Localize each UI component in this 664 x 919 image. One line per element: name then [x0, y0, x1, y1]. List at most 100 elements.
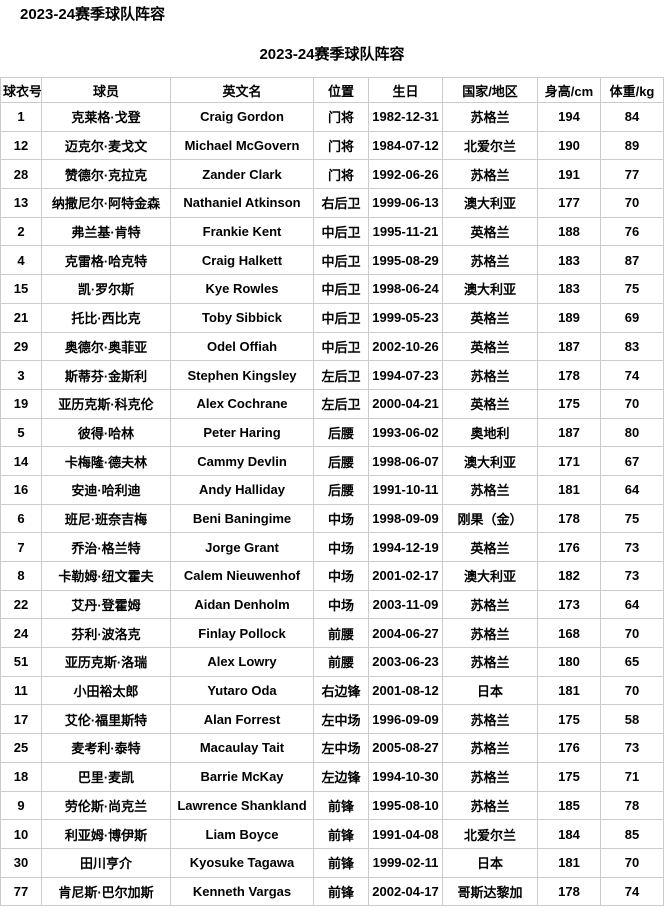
table-row: 11 小田裕太郎 Yutaro Oda 右边锋 2001-08-12 日本 181 70 [0, 675, 664, 706]
cell-player-name-en: Finlay Pollock [170, 618, 314, 649]
table-row: 77 肯尼斯·巴尔加斯 Kenneth Vargas 前锋 2002-04-17 哥斯达黎… [0, 876, 664, 907]
table-row: 19 亚历克斯·科克伦 Alex Cochrane 左后卫 2000-04-21 英格兰 1… [0, 388, 664, 419]
cell-height: 185 [537, 790, 601, 821]
cell-weight: 71 [600, 761, 664, 792]
cell-position: 门将 [313, 130, 369, 161]
cell-position: 左中场 [313, 704, 369, 735]
cell-weight: 69 [600, 302, 664, 333]
table-row: 16 安迪·哈利迪 Andy Halliday 后腰 1991-10-11 苏格兰 181 6… [0, 474, 664, 505]
cell-country: 苏格兰 [442, 159, 538, 190]
page-title: 2023-24赛季球队阵容 [20, 6, 166, 23]
cell-player-name-cn: 艾伦·福里斯特 [41, 704, 171, 735]
cell-player-name-en: Craig Halkett [170, 245, 314, 276]
cell-height: 187 [537, 417, 601, 448]
cell-birthday: 1999-02-11 [368, 847, 443, 878]
cell-player-name-en: Yutaro Oda [170, 675, 314, 706]
cell-birthday: 2003-11-09 [368, 589, 443, 620]
cell-player-name-en: Andy Halliday [170, 474, 314, 505]
cell-country: 澳大利亚 [442, 188, 538, 218]
cell-position: 左边锋 [313, 761, 369, 792]
cell-position: 中场 [313, 561, 369, 591]
header-player-name-cn: 球员 [41, 77, 171, 103]
table-row: 17 艾伦·福里斯特 Alan Forrest 左中场 1996-09-09 苏格兰 175… [0, 704, 664, 735]
cell-position: 前锋 [313, 790, 369, 821]
cell-jersey-number: 18 [0, 761, 42, 792]
cell-weight: 80 [600, 417, 664, 448]
table-row: 18 巴里·麦凯 Barrie McKay 左边锋 1994-10-30 苏格兰 175 71 [0, 761, 664, 792]
table-row: 22 艾丹·登霍姆 Aidan Denholm 中场 2003-11-09 苏格兰 173 6… [0, 589, 664, 620]
cell-height: 175 [537, 704, 601, 735]
cell-birthday: 2003-06-23 [368, 647, 443, 677]
cell-position: 门将 [313, 102, 369, 132]
cell-jersey-number: 4 [0, 245, 42, 276]
cell-country: 英格兰 [442, 388, 538, 419]
cell-country: 奥地利 [442, 417, 538, 448]
cell-player-name-cn: 安迪·哈利迪 [41, 474, 171, 505]
cell-weight: 74 [600, 876, 664, 907]
cell-jersey-number: 14 [0, 446, 42, 476]
cell-player-name-cn: 凯·罗尔斯 [41, 274, 171, 304]
cell-player-name-cn: 彼得·哈林 [41, 417, 171, 448]
cell-player-name-cn: 巴里·麦凯 [41, 761, 171, 792]
cell-player-name-cn: 克雷格·哈克特 [41, 245, 171, 276]
table-row: 25 麦考利·泰特 Macaulay Tait 左中场 2005-08-27 苏格兰 176… [0, 733, 664, 763]
header-weight: 体重/kg [600, 77, 664, 103]
cell-player-name-en: Beni Baningime [170, 503, 314, 534]
cell-jersey-number: 3 [0, 360, 42, 390]
cell-height: 178 [537, 503, 601, 534]
cell-jersey-number: 25 [0, 733, 42, 763]
table-row: 51 亚历克斯·洛瑞 Alex Lowry 前腰 2003-06-23 苏格兰 180 65 [0, 647, 664, 677]
header-row: 球衣号 球员 英文名 位置 生日 国家/地区 身高/cm 体重/kg [0, 77, 664, 103]
cell-weight: 70 [600, 847, 664, 878]
cell-height: 181 [537, 675, 601, 706]
cell-player-name-cn: 纳撒尼尔·阿特金森 [41, 188, 171, 218]
cell-position: 右后卫 [313, 188, 369, 218]
cell-jersey-number: 17 [0, 704, 42, 735]
cell-player-name-en: Zander Clark [170, 159, 314, 190]
table-row: 12 迈克尔·麦戈文 Michael McGovern 门将 1984-07-12 北爱尔… [0, 130, 664, 161]
cell-height: 191 [537, 159, 601, 190]
cell-country: 苏格兰 [442, 102, 538, 132]
table-row: 28 赞德尔·克拉克 Zander Clark 门将 1992-06-26 苏格兰 191 7… [0, 159, 664, 190]
table-row: 1 克莱格·戈登 Craig Gordon 门将 1982-12-31 苏格兰 194 84 [0, 102, 664, 132]
cell-weight: 83 [600, 331, 664, 362]
cell-birthday: 2002-10-26 [368, 331, 443, 362]
header-birthday: 生日 [368, 77, 443, 103]
cell-birthday: 1998-09-09 [368, 503, 443, 534]
cell-player-name-en: Cammy Devlin [170, 446, 314, 476]
cell-player-name-en: Lawrence Shankland [170, 790, 314, 821]
cell-birthday: 1982-12-31 [368, 102, 443, 132]
cell-player-name-cn: 迈克尔·麦戈文 [41, 130, 171, 161]
cell-country: 苏格兰 [442, 245, 538, 276]
cell-player-name-cn: 肯尼斯·巴尔加斯 [41, 876, 171, 907]
cell-player-name-cn: 利亚姆·博伊斯 [41, 819, 171, 849]
cell-position: 左后卫 [313, 388, 369, 419]
cell-country: 北爱尔兰 [442, 130, 538, 161]
cell-country: 苏格兰 [442, 790, 538, 821]
cell-birthday: 1994-10-30 [368, 761, 443, 792]
cell-player-name-cn: 斯蒂芬·金斯利 [41, 360, 171, 390]
cell-birthday: 2002-04-17 [368, 876, 443, 907]
cell-height: 183 [537, 274, 601, 304]
cell-jersey-number: 12 [0, 130, 42, 161]
cell-jersey-number: 51 [0, 647, 42, 677]
cell-country: 澳大利亚 [442, 274, 538, 304]
cell-birthday: 1984-07-12 [368, 130, 443, 161]
cell-weight: 77 [600, 159, 664, 190]
cell-country: 哥斯达黎加 [442, 876, 538, 907]
cell-player-name-cn: 芬利·波洛克 [41, 618, 171, 649]
cell-weight: 76 [600, 216, 664, 247]
cell-position: 中场 [313, 503, 369, 534]
cell-position: 后腰 [313, 474, 369, 505]
cell-height: 176 [537, 532, 601, 562]
cell-position: 前锋 [313, 819, 369, 849]
cell-player-name-en: Peter Haring [170, 417, 314, 448]
table-row: 6 班尼·班奈吉梅 Beni Baningime 中场 1998-09-09 刚果（金） 1… [0, 503, 664, 534]
table-row: 10 利亚姆·博伊斯 Liam Boyce 前锋 1991-04-08 北爱尔兰 184 85 [0, 819, 664, 849]
cell-weight: 67 [600, 446, 664, 476]
cell-height: 189 [537, 302, 601, 333]
cell-position: 前腰 [313, 647, 369, 677]
cell-player-name-en: Kyosuke Tagawa [170, 847, 314, 878]
cell-weight: 89 [600, 130, 664, 161]
cell-jersey-number: 7 [0, 532, 42, 562]
